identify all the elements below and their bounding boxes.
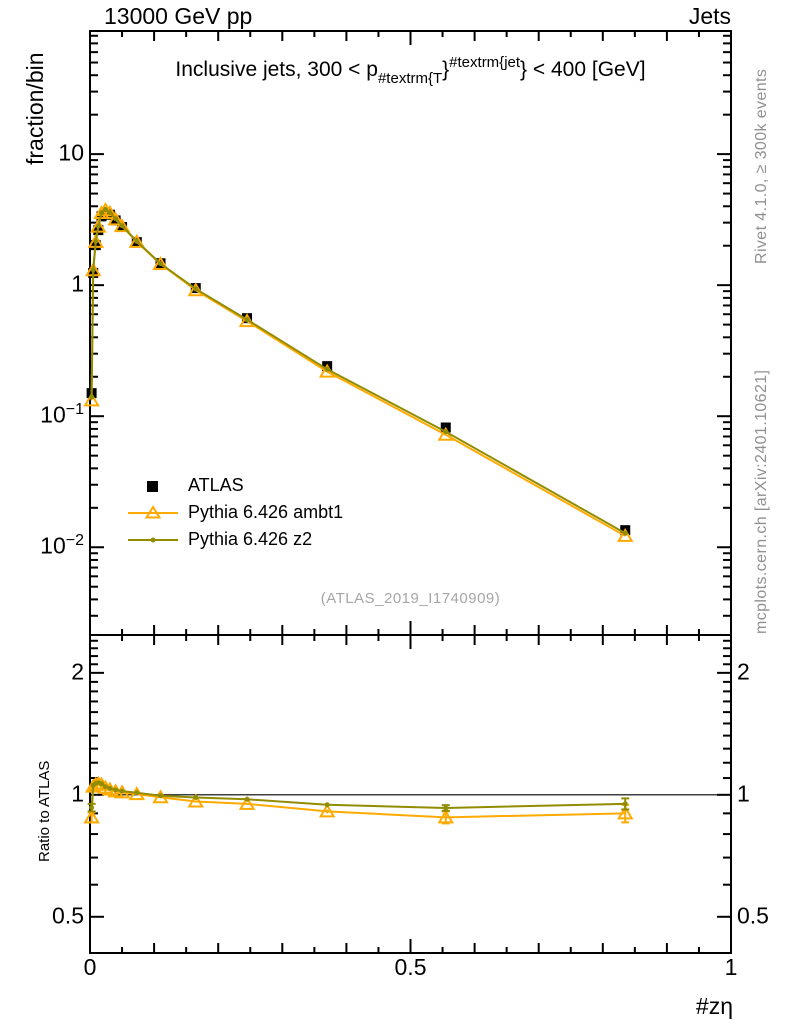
- y-tick-label-right: 2: [737, 658, 750, 685]
- legend-label: Pythia 6.426 z2: [188, 529, 313, 549]
- x-tick-label: 1: [724, 954, 738, 980]
- y-tick-label: 10−1: [40, 401, 84, 428]
- plot-title-brace: }: [442, 58, 450, 81]
- y-tick-label: 10: [58, 139, 84, 166]
- plot-title-suffix: } < 400 [GeV]: [520, 58, 646, 81]
- y-tick-label: 0.5: [52, 902, 84, 929]
- plot-title-prefix: Inclusive jets, 300 < p: [175, 58, 378, 81]
- plot-title-subscript: #textrm{T: [377, 70, 443, 87]
- analysis-group-label: Jets: [688, 3, 731, 29]
- plot-title: Inclusive jets, 300 < p#textrm{T}#textrm…: [90, 55, 731, 86]
- triangle-marker-icon: [128, 504, 178, 518]
- legend-label: ATLAS: [188, 475, 244, 495]
- main-y-axis-title: fraction/bin: [22, 52, 48, 165]
- mcplots-arxiv-note: mcplots.cern.ch [arXiv:2401.10621]: [753, 369, 770, 634]
- y-tick-label: 10−2: [40, 532, 84, 559]
- legend-entry: ATLAS: [126, 472, 343, 499]
- ratio-y-axis-title: Ratio to ATLAS: [36, 760, 53, 862]
- legend-entry: Pythia 6.426 z2: [126, 526, 343, 553]
- y-tick-label: 2: [71, 658, 84, 685]
- legend-entry: Pythia 6.426 ambt1: [126, 499, 343, 526]
- y-tick-label: 1: [71, 270, 84, 297]
- dot-marker-icon: [128, 537, 178, 542]
- x-tick-label: 0.5: [394, 954, 427, 980]
- legend: ATLAS Pythia 6.426 ambt1 Pythia 6.426 z2: [126, 472, 343, 553]
- x-tick-label: 0: [83, 954, 97, 980]
- square-marker-icon: [147, 480, 158, 492]
- rivet-version-note: Rivet 4.1.0, ≥ 300k events: [753, 68, 770, 264]
- analysis-id-watermark: (ATLAS_2019_I1740909): [320, 590, 501, 607]
- plot-title-superscript: #textrm{jet: [449, 54, 521, 71]
- legend-label: Pythia 6.426 ambt1: [188, 502, 344, 522]
- y-tick-label-right: 0.5: [737, 902, 769, 929]
- beam-energy-label: 13000 GeV pp: [104, 3, 253, 29]
- y-tick-label-right: 1: [737, 780, 750, 807]
- y-tick-label: 1: [71, 780, 84, 807]
- x-axis-title: #zη: [695, 993, 733, 1019]
